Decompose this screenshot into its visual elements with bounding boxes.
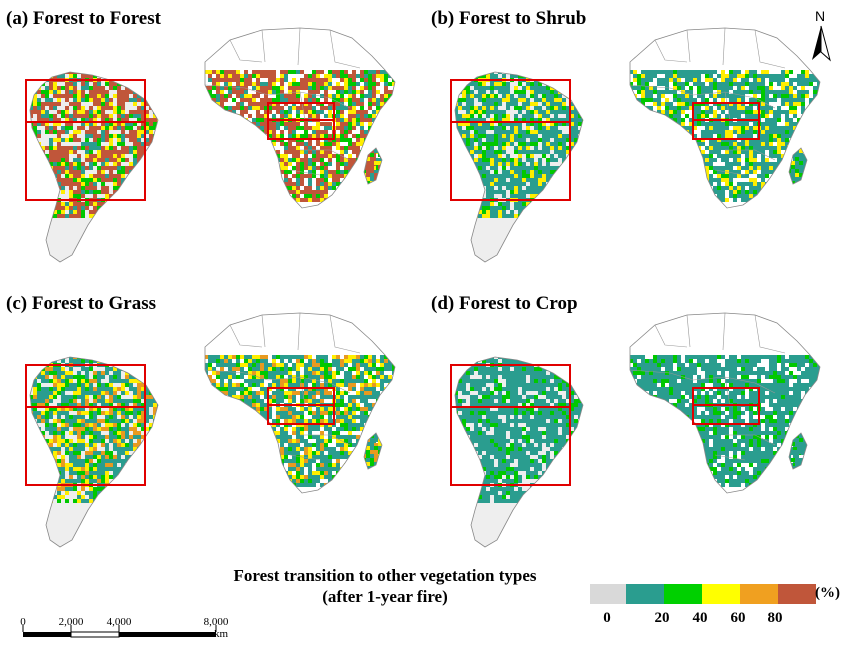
legend-colorbar xyxy=(590,584,816,604)
country-border xyxy=(754,314,786,354)
map-forest-to-crop xyxy=(450,312,821,548)
country-border xyxy=(629,369,694,381)
country-border xyxy=(654,39,688,63)
country-border xyxy=(261,29,266,63)
country-border xyxy=(654,324,688,348)
map-forest-to-grass xyxy=(25,312,396,548)
panel-title: (a) Forest to Forest xyxy=(6,8,161,29)
legend-tick-label: 80 xyxy=(767,610,783,626)
country-border xyxy=(724,91,731,121)
legend-swatch xyxy=(702,584,740,604)
north-label: N xyxy=(815,8,826,24)
study-box-africa-inner xyxy=(692,119,760,140)
country-border xyxy=(297,312,301,351)
south-america-outline xyxy=(29,71,159,263)
scale-bar xyxy=(22,625,217,638)
south-america-outline xyxy=(454,356,584,548)
country-border xyxy=(300,434,351,446)
country-border xyxy=(686,314,691,348)
panel-forest-to-crop: (d) Forest to Crop xyxy=(425,285,850,575)
study-box-africa-inner xyxy=(267,404,335,425)
country-border xyxy=(289,454,321,461)
legend-tick-label: 0 xyxy=(603,610,611,626)
africa-outline xyxy=(629,27,821,209)
legend-swatch xyxy=(778,584,816,604)
country-border xyxy=(714,169,746,176)
legend-swatch xyxy=(664,584,702,604)
africa-outline xyxy=(629,312,821,494)
map-forest-to-shrub xyxy=(450,27,821,263)
panel-forest-to-forest: (a) Forest to Forest xyxy=(0,0,425,290)
panel-title: (c) Forest to Grass xyxy=(6,293,157,314)
country-border xyxy=(722,27,726,66)
south-america-outline xyxy=(29,356,159,548)
country-border xyxy=(299,376,306,406)
study-box-south-america-inner xyxy=(25,406,146,486)
scale-label-0: 0 xyxy=(20,616,26,628)
legend-tick-label: 20 xyxy=(654,610,670,626)
country-border xyxy=(229,324,263,348)
country-border xyxy=(297,27,301,66)
legend-title-line1: Forest transition to other vegetation ty… xyxy=(233,566,537,585)
country-border xyxy=(300,149,351,161)
legend-tick-label: 60 xyxy=(730,610,746,626)
country-border xyxy=(724,376,731,406)
scale-label-4000: 4,000 xyxy=(106,616,132,628)
study-box-south-america-inner xyxy=(25,121,146,201)
country-border xyxy=(204,84,269,96)
scale-label-2000: 2,000 xyxy=(58,616,84,628)
country-border xyxy=(329,382,351,394)
north-arrow: N xyxy=(808,8,834,64)
country-border xyxy=(754,97,776,109)
country-border xyxy=(329,314,361,354)
panel-title: (d) Forest to Crop xyxy=(431,293,578,314)
country-border xyxy=(722,312,726,351)
country-border xyxy=(289,169,321,176)
country-border xyxy=(204,369,269,381)
africa-outline xyxy=(204,27,396,209)
north-arrow-icon xyxy=(812,25,831,62)
legend-swatch xyxy=(740,584,778,604)
panel-forest-to-grass: (c) Forest to Grass xyxy=(0,285,425,575)
madagascar-outline xyxy=(788,432,808,470)
country-border xyxy=(261,314,266,348)
country-border xyxy=(299,91,306,121)
country-border xyxy=(329,29,361,69)
madagascar-outline xyxy=(363,147,383,185)
map-forest-to-forest xyxy=(25,27,396,263)
country-border xyxy=(629,84,694,96)
country-border xyxy=(714,454,746,461)
panel-forest-to-shrub: (b) Forest to Shrub xyxy=(425,0,850,290)
scale-label-8000: 8,000 xyxy=(203,616,229,628)
madagascar-outline xyxy=(363,432,383,470)
madagascar-outline xyxy=(788,147,808,185)
legend-title-line2: (after 1-year fire) xyxy=(322,587,448,606)
country-border xyxy=(725,149,776,161)
panel-title: (b) Forest to Shrub xyxy=(431,8,587,29)
fire-transition-layer xyxy=(455,355,820,503)
scale-unit: km xyxy=(214,628,229,640)
legend-swatch xyxy=(590,584,626,604)
study-box-africa-inner xyxy=(267,119,335,140)
country-border xyxy=(686,29,691,63)
country-border xyxy=(725,434,776,446)
study-box-south-america-inner xyxy=(450,121,571,201)
country-border xyxy=(329,97,351,109)
country-border xyxy=(754,382,776,394)
country-border xyxy=(754,29,786,69)
south-america-outline xyxy=(454,71,584,263)
legend-title: Forest transition to other vegetation ty… xyxy=(190,565,580,607)
country-border xyxy=(229,39,263,63)
legend-tick-label: 40 xyxy=(692,610,708,626)
legend-unit: (%) xyxy=(815,585,840,601)
legend-swatch xyxy=(626,584,664,604)
study-box-south-america-inner xyxy=(450,406,571,486)
study-box-africa-inner xyxy=(692,404,760,425)
africa-outline xyxy=(204,312,396,494)
